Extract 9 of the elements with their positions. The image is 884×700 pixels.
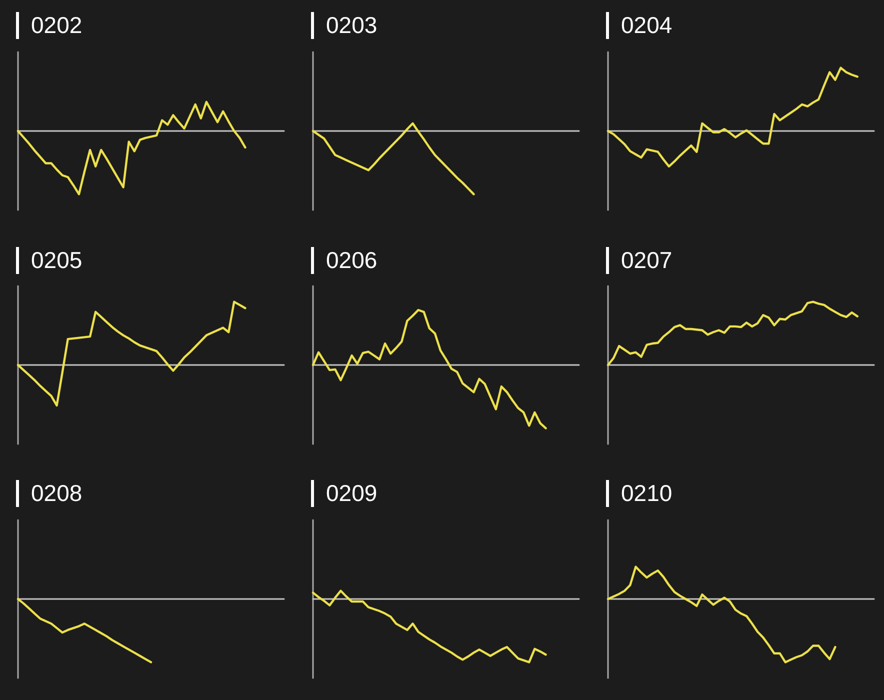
chart-title: 0203 [326, 12, 378, 39]
chart-title: 0210 [621, 480, 672, 507]
chart-title: 0208 [31, 480, 82, 507]
chart-title: 0202 [31, 12, 82, 39]
chart-title: 0209 [326, 480, 378, 507]
chart-title: 0205 [31, 247, 82, 274]
chart-title: 0204 [621, 12, 672, 39]
chart-title: 0206 [326, 247, 378, 274]
chart-title: 0207 [621, 247, 672, 274]
